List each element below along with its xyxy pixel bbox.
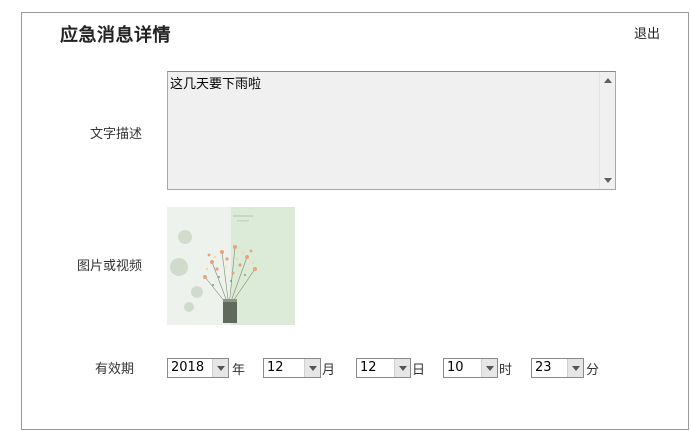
- chevron-down-icon[interactable]: [304, 359, 320, 377]
- detail-panel: 应急消息详情 退出 文字描述 这几天要下雨啦 图片或视频: [21, 12, 689, 430]
- chevron-down-icon[interactable]: [481, 359, 497, 377]
- triangle-up-icon[interactable]: [604, 78, 612, 83]
- exit-link[interactable]: 退出: [633, 27, 660, 42]
- year-unit: 年: [232, 363, 246, 378]
- minute-select[interactable]: 23: [531, 358, 584, 378]
- chevron-down-icon[interactable]: [212, 359, 228, 377]
- description-text: 这几天要下雨啦: [170, 77, 262, 92]
- day-unit: 日: [412, 363, 426, 378]
- flower-vase-image: [167, 207, 295, 325]
- minute-unit: 分: [586, 363, 600, 378]
- year-value: 2018: [171, 360, 205, 375]
- media-label: 图片或视频: [76, 259, 142, 274]
- hour-select[interactable]: 10: [443, 358, 498, 378]
- day-value: 12: [360, 360, 377, 375]
- month-unit: 月: [322, 363, 336, 378]
- minute-value: 23: [535, 360, 552, 375]
- month-select[interactable]: 12: [263, 358, 321, 378]
- textarea-scrollbar[interactable]: [599, 72, 615, 189]
- chevron-down-icon[interactable]: [567, 359, 583, 377]
- page-title: 应急消息详情: [60, 25, 171, 46]
- day-select[interactable]: 12: [356, 358, 411, 378]
- media-thumbnail[interactable]: [167, 207, 295, 325]
- description-label: 文字描述: [89, 127, 142, 142]
- year-select[interactable]: 2018: [167, 358, 229, 378]
- description-textarea[interactable]: 这几天要下雨啦: [167, 71, 616, 190]
- triangle-down-icon[interactable]: [604, 178, 612, 183]
- chevron-down-icon[interactable]: [394, 359, 410, 377]
- month-value: 12: [267, 360, 284, 375]
- hour-value: 10: [447, 360, 464, 375]
- hour-unit: 时: [499, 363, 513, 378]
- validity-label: 有效期: [94, 362, 134, 377]
